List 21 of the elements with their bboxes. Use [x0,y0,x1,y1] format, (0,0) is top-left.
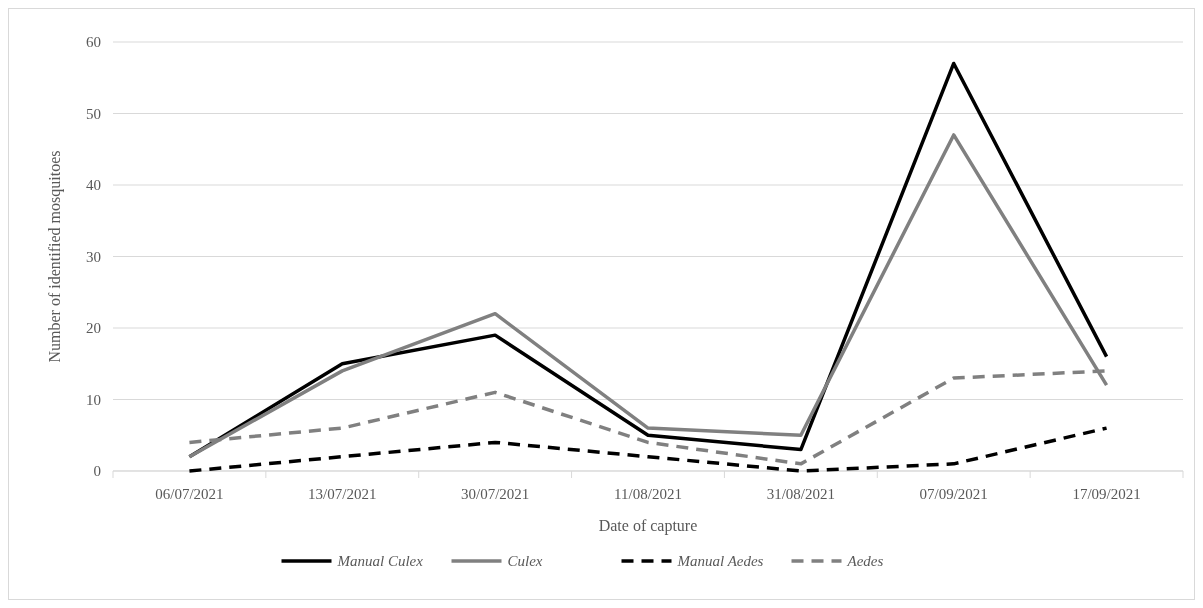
x-tick-label: 30/07/2021 [460,486,530,502]
legend-label: Manual Aedes [676,553,764,570]
x-tick-label: 11/08/2021 [614,486,682,502]
y-tick-label: 60 [86,34,101,51]
y-tick-label: 20 [86,320,101,337]
y-tick-label: 50 [86,105,101,122]
legend-label: Manual Culex [336,553,424,570]
x-tick-label: 13/07/2021 [308,486,377,502]
y-tick-label: 40 [86,177,101,194]
x-tick-label: 31/08/2021 [766,486,836,502]
x-tick-label: 17/09/2021 [1072,486,1141,502]
legend-label: Aedes [846,553,884,570]
line-series [187,426,1109,473]
x-tick-label: 06/07/2021 [155,486,224,502]
y-tick-label: 30 [86,248,101,265]
x-axis-title: Date of capture [598,517,698,535]
legend-label: Culex [507,553,543,570]
x-tick-label: 07/09/2021 [919,486,988,502]
y-tick-label: 0 [93,463,101,480]
y-tick-label: 10 [86,391,101,408]
y-axis-title: Number of identified mosquitoes [46,150,64,363]
